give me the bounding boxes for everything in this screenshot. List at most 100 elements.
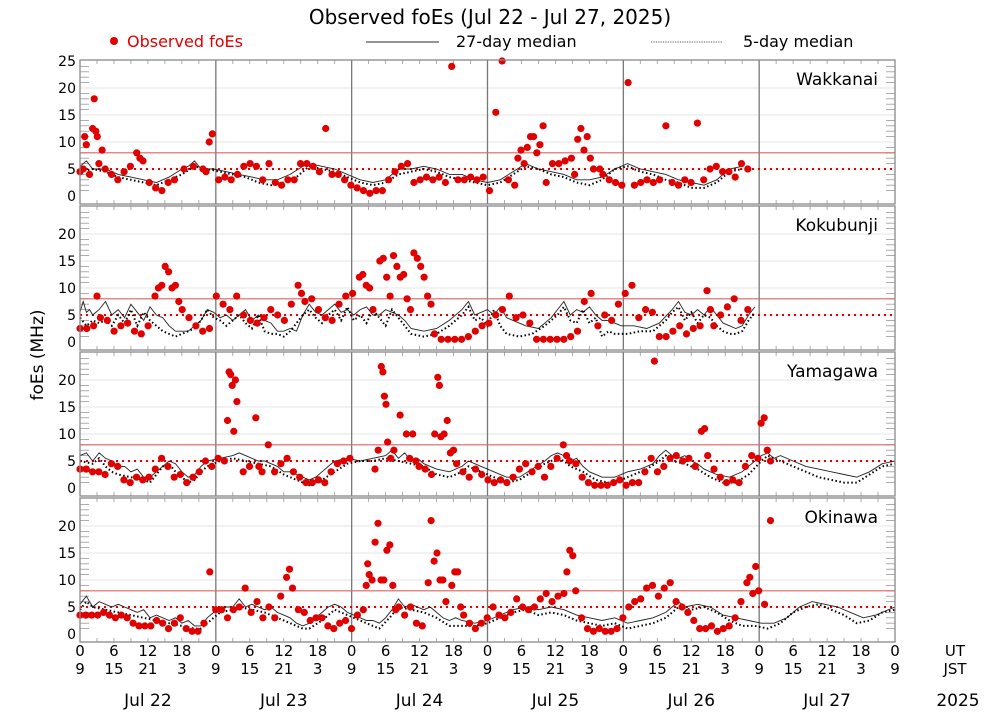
observed-point [703,287,711,295]
observed-point [427,300,435,308]
observed-point [443,416,451,425]
observed-point [605,176,613,184]
observed-point [107,170,116,178]
observed-point [725,168,733,176]
x-tick-label-jst: 15 [784,660,803,678]
observed-point [258,468,266,476]
observed-point [599,170,607,178]
observed-point [259,176,267,184]
observed-point [741,462,750,470]
observed-point [492,311,500,319]
observed-point [454,568,462,576]
observed-point [410,249,418,257]
observed-point [365,571,373,579]
observed-point [580,297,588,306]
observed-point [393,262,401,270]
observed-point [285,565,294,573]
observed-point [271,614,279,622]
day-label: Jul 26 [666,691,715,711]
observed-point [498,306,507,314]
observed-point [719,168,727,176]
observed-point [693,119,702,127]
observed-point [90,322,98,330]
observed-point [379,368,387,376]
observed-point [170,473,178,481]
observed-point [386,292,394,300]
observed-point [578,614,586,622]
observed-point [404,160,412,168]
observed-point [383,273,391,281]
x-row-label-jst: JST [942,660,967,678]
observed-point [572,460,580,468]
observed-point [681,176,689,184]
observed-point [679,457,687,465]
y-tick-label: 20 [58,81,76,97]
observed-point [401,611,409,619]
observed-point [653,468,662,476]
observed-point [631,598,639,606]
observed-point [484,476,492,484]
observed-point [731,614,739,622]
observed-point [637,595,645,603]
observed-point [314,476,323,484]
x-tick-label-jst: 21 [410,660,429,678]
observed-point [227,176,235,184]
observed-point [712,162,720,170]
year-label: 2025 [936,691,979,711]
observed-point [520,160,528,168]
day-label: Jul 22 [123,691,172,711]
observed-point [330,625,338,633]
observed-point [666,579,674,587]
observed-point [101,470,109,479]
day-label: Jul 25 [531,691,580,711]
observed-point [93,133,101,141]
x-tick-label-jst: 21 [818,660,837,678]
observed-point [383,546,391,554]
observed-point [241,584,249,592]
observed-point [382,400,390,408]
observed-point [435,173,443,181]
observed-point [384,438,392,446]
observed-point [548,160,557,168]
legend-27day-label: 27-day median [456,32,577,51]
observed-point [294,606,302,614]
observed-point [454,176,462,184]
observed-point [378,187,386,195]
observed-point [114,176,122,184]
observed-point [684,608,692,617]
x-tick-label-jst: 3 [449,660,459,678]
observed-point [321,479,329,487]
chart-title: Observed foEs (Jul 22 - Jul 27, 2025) [309,5,671,29]
observed-point [628,479,637,487]
observed-point [239,468,247,476]
observed-point [479,173,487,181]
y-axis-label: foEs (MHz) [28,309,48,400]
observed-point [314,306,323,314]
observed-point [597,481,605,489]
observed-point [492,108,500,116]
observed-point [439,576,447,584]
observed-point [730,295,738,303]
observed-point [601,311,609,319]
observed-point [194,627,202,635]
observed-point [618,181,626,189]
day-label: Jul 27 [802,691,851,711]
y-tick-label: 0 [67,627,76,643]
y-tick-label: 5 [67,162,76,178]
observed-point [424,579,432,587]
legend: Observed foEs 27-day median 5-day median [110,32,853,51]
observed-point [117,322,125,330]
observed-point [369,306,377,314]
x-tick-label-jst: 21 [546,660,565,678]
observed-point [706,165,714,173]
observed-point [589,165,598,173]
observed-point [139,157,147,165]
observed-point [246,316,254,324]
observed-point [377,362,385,371]
observed-point [294,281,302,289]
observed-point [430,557,438,565]
observed-point [554,592,562,600]
observed-point [93,292,101,300]
observed-point [682,330,691,338]
x-row-label-ut: UT [945,642,966,660]
